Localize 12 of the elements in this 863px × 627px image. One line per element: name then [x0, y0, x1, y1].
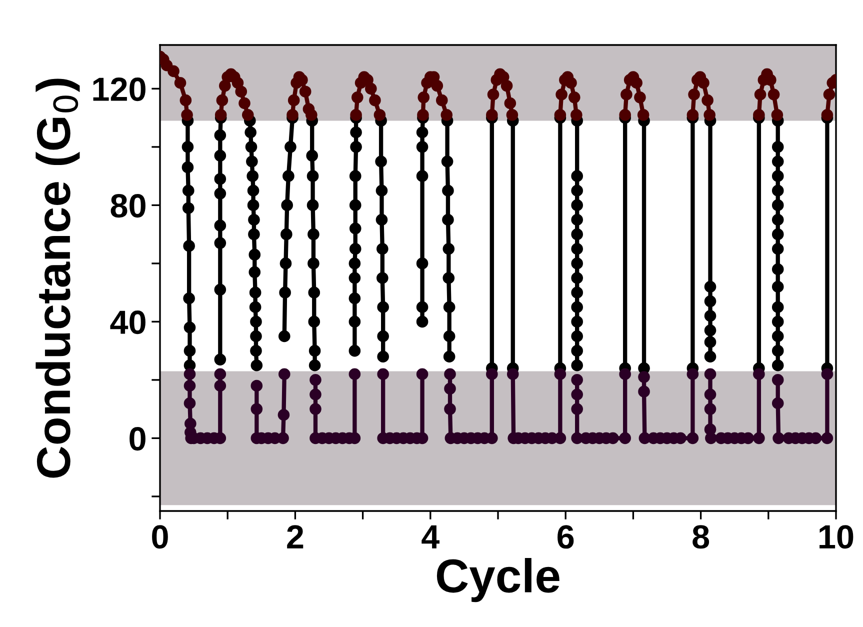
x-tick-label: 0: [152, 525, 168, 549]
x-axis-title: Cycle: [436, 558, 560, 602]
y-tick-label: 0: [130, 426, 146, 451]
y-tick-label: 80: [110, 194, 146, 218]
y-axis-title: Conductance (G$_{0}$): [36, 78, 80, 478]
x-tick-label: 10: [820, 525, 854, 549]
x-tick-label: 6: [558, 525, 574, 549]
y-tick-label: 40: [110, 310, 146, 334]
y-tick-label: 120: [93, 77, 146, 102]
x-tick-label: 4: [422, 525, 440, 548]
x-tick-label: 8: [692, 525, 710, 549]
x-tick-label: 2: [287, 525, 304, 548]
